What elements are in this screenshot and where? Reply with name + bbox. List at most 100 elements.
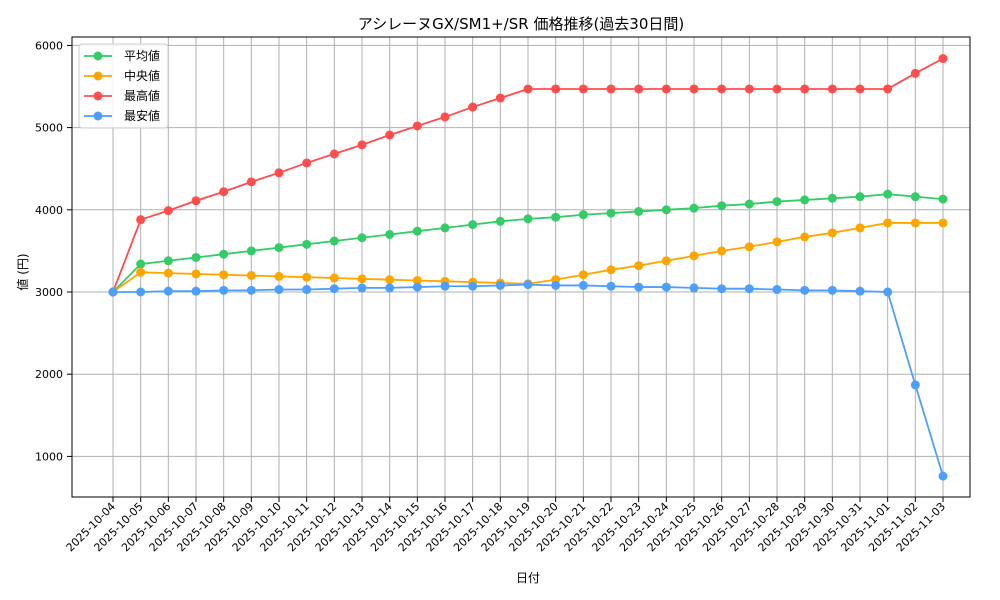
data-point [689, 84, 699, 94]
data-point [246, 271, 256, 281]
y-axis-label: 値 (円) [15, 253, 30, 290]
data-point [357, 274, 367, 284]
data-point [274, 243, 284, 253]
data-point [440, 281, 450, 291]
data-point [661, 84, 671, 94]
data-point [883, 189, 893, 199]
y-tick-label: 6000 [35, 39, 63, 52]
y-tick-label: 3000 [35, 286, 63, 299]
data-point [938, 54, 948, 64]
data-point [523, 84, 533, 94]
data-point [412, 121, 422, 131]
y-tick-label: 5000 [35, 122, 63, 135]
data-point [827, 84, 837, 94]
legend-box [78, 43, 169, 129]
data-point [634, 261, 644, 271]
legend-label: 平均値 [124, 48, 160, 63]
y-tick-label: 2000 [35, 368, 63, 381]
y-tick-label: 1000 [35, 450, 63, 463]
data-point [495, 216, 505, 226]
data-point [855, 223, 865, 233]
data-point [689, 251, 699, 261]
data-point [855, 286, 865, 296]
data-point [412, 226, 422, 236]
grid-lines [72, 37, 970, 497]
data-point [468, 281, 478, 291]
legend-label: 最安値 [124, 108, 160, 123]
data-point [412, 275, 422, 285]
data-point [163, 206, 173, 216]
data-point [385, 130, 395, 140]
data-point [689, 203, 699, 213]
data-point [744, 199, 754, 209]
data-point [385, 275, 395, 285]
data-point [163, 286, 173, 296]
data-point [938, 194, 948, 204]
data-point [274, 168, 284, 178]
data-point [883, 287, 893, 297]
data-point [606, 84, 616, 94]
data-point [246, 285, 256, 295]
data-point [274, 271, 284, 281]
data-point [661, 282, 671, 292]
data-point [385, 229, 395, 239]
data-point [551, 212, 561, 222]
data-point [661, 205, 671, 215]
data-point [910, 68, 920, 78]
data-point [606, 265, 616, 275]
data-point [855, 84, 865, 94]
data-point [468, 220, 478, 230]
data-point [606, 208, 616, 218]
data-point [219, 270, 229, 280]
data-point [468, 102, 478, 112]
data-point [523, 280, 533, 290]
data-point [578, 84, 588, 94]
data-point [827, 228, 837, 238]
y-axis: 1000 2000 3000 4000 5000 6000 [35, 39, 72, 463]
legend-marker-icon [93, 51, 103, 61]
data-point [883, 218, 893, 228]
data-point [219, 285, 229, 295]
data-point [938, 218, 948, 228]
x-axis-label: 日付 [516, 571, 540, 585]
legend-label: 中央値 [124, 68, 160, 83]
data-point [800, 285, 810, 295]
data-point [440, 112, 450, 122]
data-point [855, 192, 865, 202]
data-point [108, 287, 118, 297]
data-point [689, 283, 699, 293]
data-point [634, 206, 644, 216]
data-point [717, 284, 727, 294]
data-point [357, 283, 367, 293]
data-point [744, 284, 754, 294]
data-point [772, 285, 782, 295]
data-point [302, 272, 312, 282]
y-tick-label: 4000 [35, 204, 63, 217]
data-point [717, 246, 727, 256]
data-point [772, 84, 782, 94]
data-point [634, 84, 644, 94]
data-point [578, 270, 588, 280]
data-point [329, 284, 339, 294]
data-point [744, 242, 754, 252]
data-point [246, 246, 256, 256]
data-point [551, 84, 561, 94]
series-line [108, 280, 948, 481]
data-point [883, 84, 893, 94]
data-point [523, 214, 533, 224]
chart-title: アシレーヌGX/SM1+/SR 価格推移(過去30日間) [358, 15, 685, 33]
data-point [772, 237, 782, 247]
data-point [302, 285, 312, 295]
data-point [910, 192, 920, 202]
data-point [744, 84, 754, 94]
data-point [302, 158, 312, 168]
data-point [661, 256, 671, 266]
data-point [800, 195, 810, 205]
data-point [191, 196, 201, 206]
data-point [136, 259, 146, 269]
data-point [717, 201, 727, 211]
data-point [274, 285, 284, 295]
series-line [108, 218, 948, 297]
data-point [412, 282, 422, 292]
